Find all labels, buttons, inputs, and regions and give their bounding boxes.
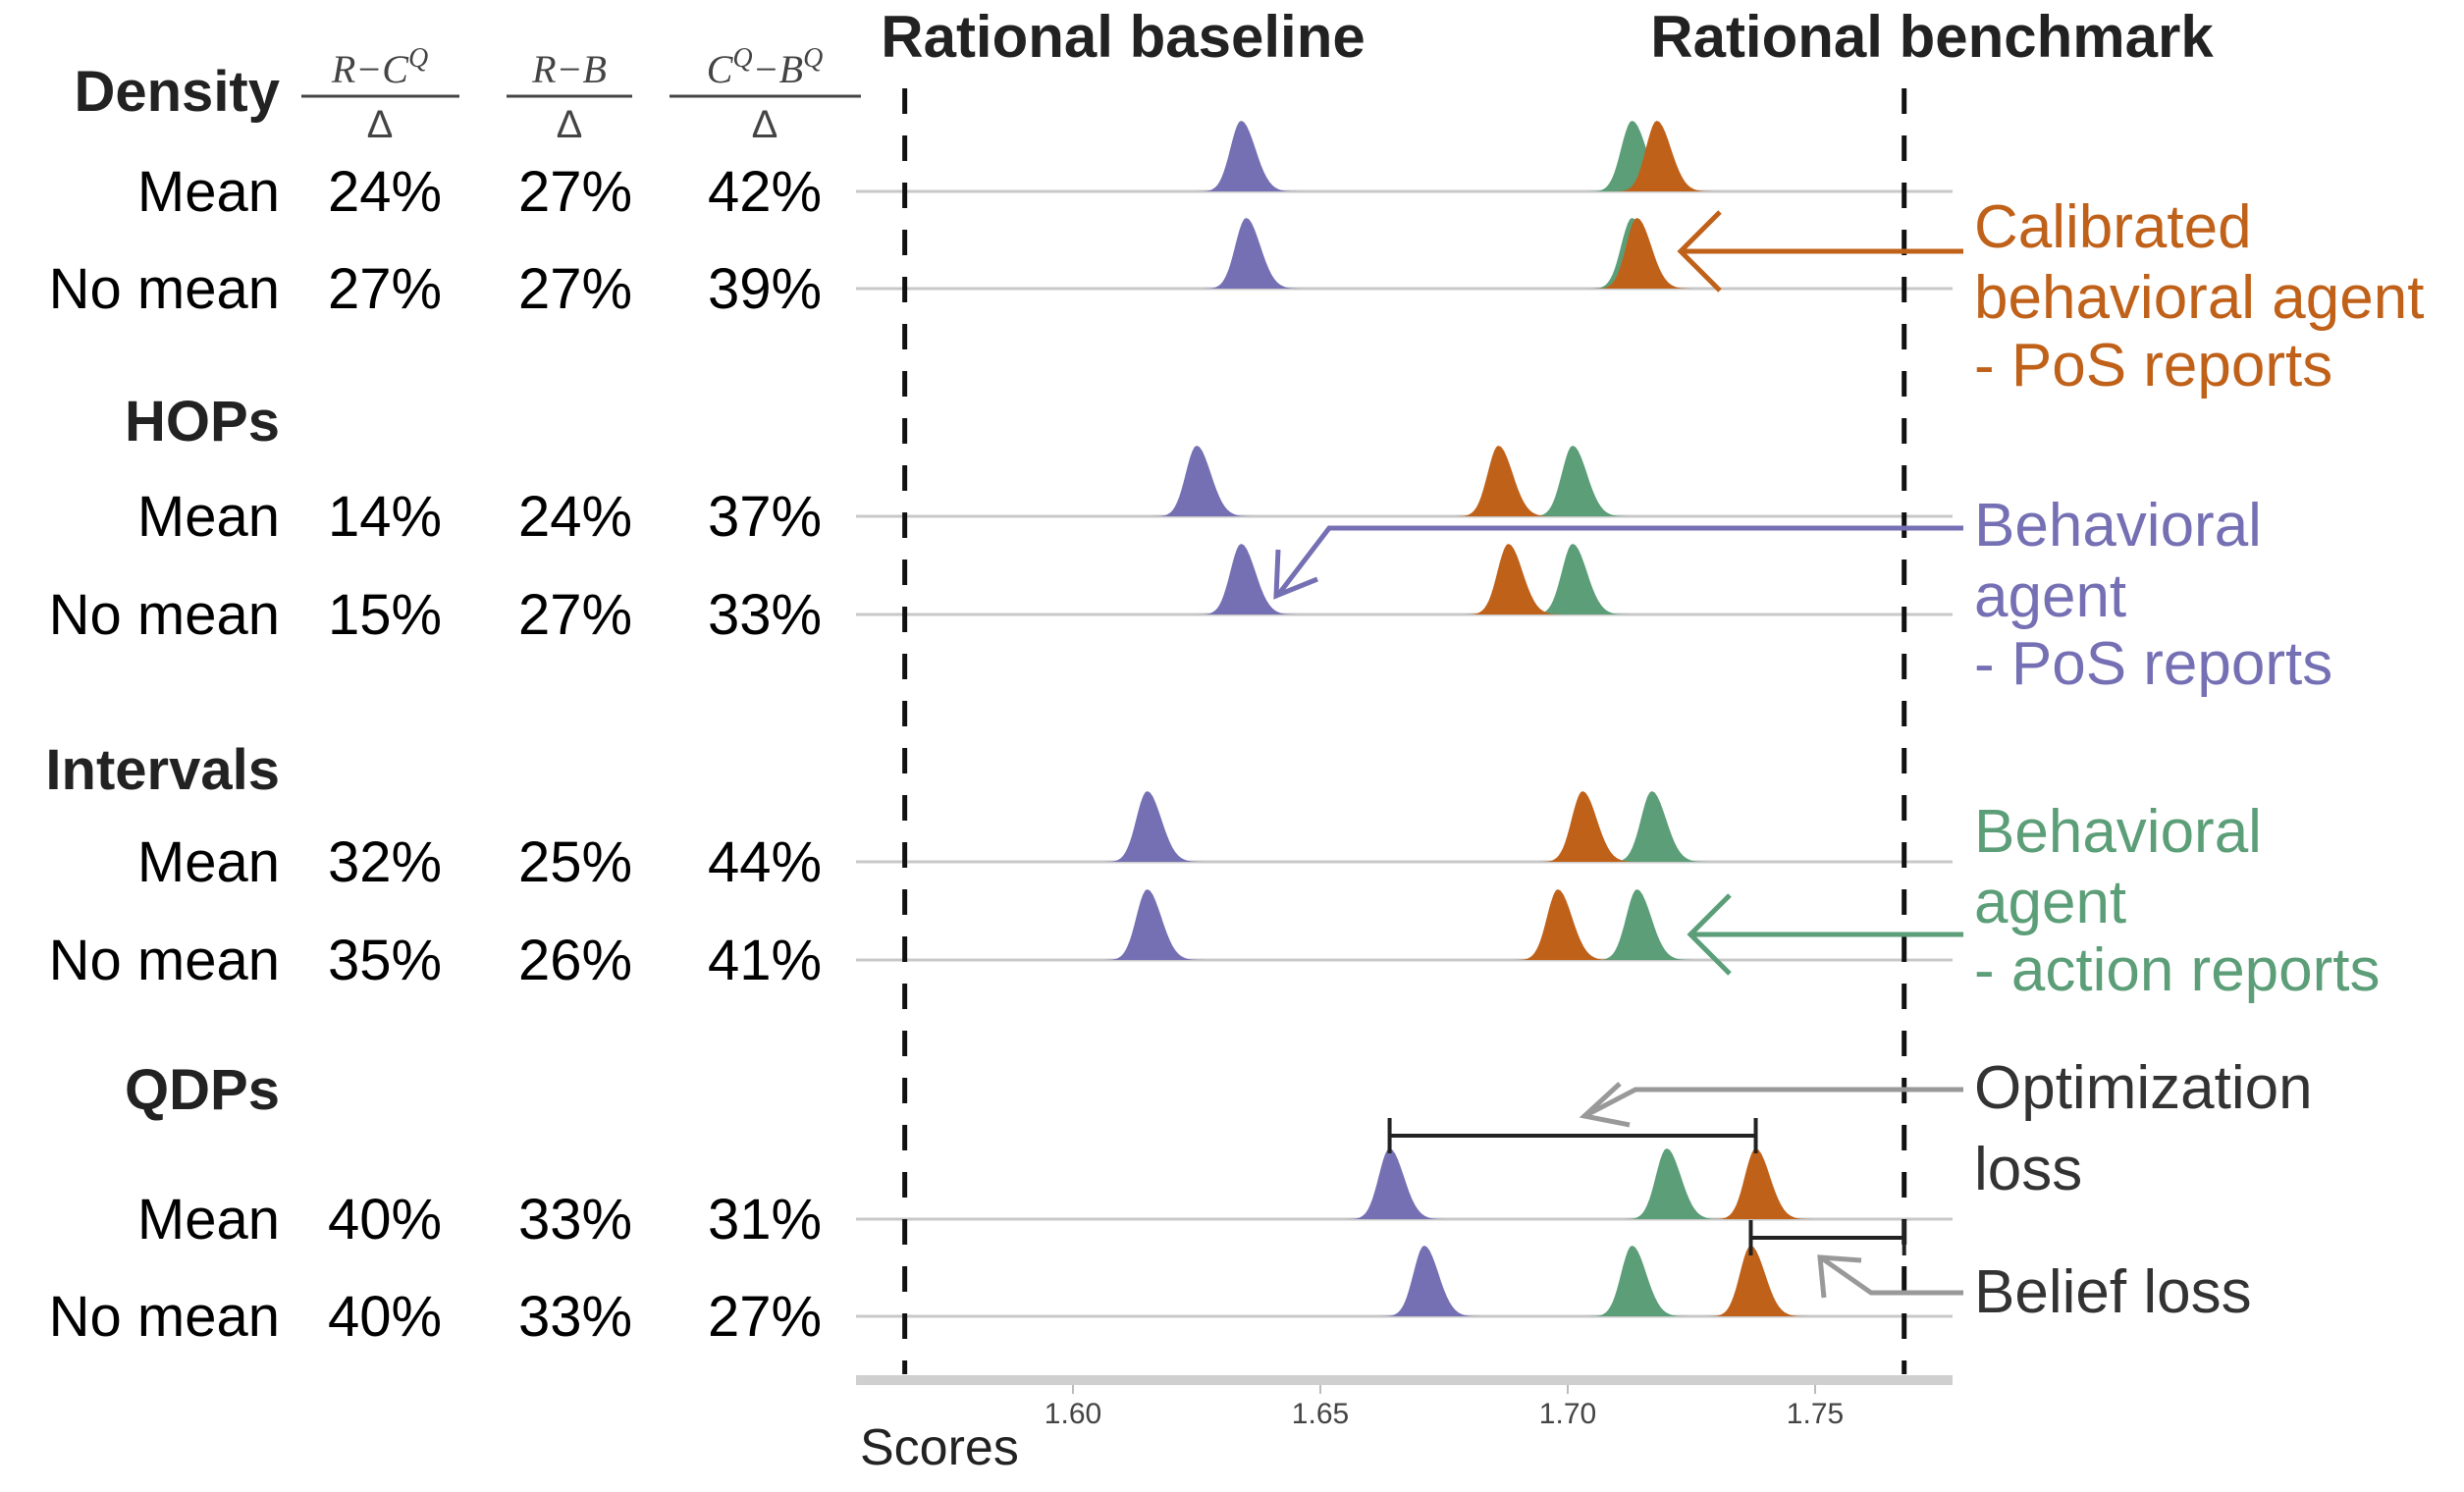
x-axis-label: Scores (860, 1419, 1019, 1476)
row-value: 37% (708, 485, 822, 549)
behavioral-pos-agent-label: Behavioral (1974, 492, 2262, 560)
column-header-3: CQ−BQ Δ (670, 43, 861, 146)
calibrated-arrow-head-icon (1677, 210, 1722, 293)
svg-text:R−B: R−B (531, 47, 607, 91)
density-behavioral-pos (1103, 889, 1205, 960)
row-value: 25% (518, 830, 632, 894)
column-header-1: R−CQ Δ (301, 43, 459, 146)
row-value: 14% (328, 485, 442, 549)
behavioral-action-agent-label: agent (1974, 869, 2126, 936)
belief-loss-bracket (1748, 1220, 1906, 1255)
optimization-loss-bracket (1387, 1118, 1758, 1153)
row-value: 27% (708, 1285, 822, 1349)
calibrated-agent-label: Calibrated (1974, 193, 2252, 261)
x-tick-label: 1.75 (1787, 1398, 1844, 1430)
row-value: 33% (518, 1188, 632, 1252)
x-tick-label: 1.65 (1292, 1398, 1349, 1430)
density-behavioral-action (1528, 544, 1630, 614)
belief-loss-arrow-head-icon (1817, 1254, 1862, 1299)
density-calibrated-pos (1707, 1246, 1808, 1316)
row-value: 44% (708, 830, 822, 894)
row-value: 27% (518, 583, 632, 647)
behavioral-pos-arrow-head-icon (1273, 549, 1318, 600)
behavioral-pos-agent-label: agent (1974, 562, 2126, 630)
row-label: No mean (49, 929, 280, 992)
density-behavioral-action (1528, 446, 1630, 516)
row-label: Mean (137, 1188, 280, 1252)
group-label: Intervals (45, 738, 280, 802)
density-calibrated-pos (1712, 1148, 1813, 1219)
behavioral-pos-arrow (1276, 525, 1963, 597)
svg-text:Δ: Δ (752, 103, 778, 146)
behavioral-pos-agent-label: - PoS reports (1974, 630, 2332, 698)
x-axis (856, 1375, 1953, 1385)
row-value: 40% (328, 1188, 442, 1252)
row-value: 26% (518, 929, 632, 992)
density-behavioral-pos (1380, 1246, 1481, 1316)
density-calibrated-pos (1593, 218, 1694, 289)
row-value: 33% (708, 583, 822, 647)
optimization-loss-label: Optimization (1974, 1054, 2313, 1122)
group-label: HOPs (125, 390, 280, 453)
behavioral-action-agent-label: - action reports (1974, 936, 2381, 1004)
row-value: 24% (518, 485, 632, 549)
svg-text:R−CQ: R−CQ (331, 43, 428, 91)
density-calibrated-pos (1613, 121, 1714, 191)
density-behavioral-pos (1203, 218, 1304, 289)
row-value: 33% (518, 1285, 632, 1349)
svg-text:CQ−BQ: CQ−BQ (707, 43, 824, 91)
group-label: QDPs (125, 1058, 280, 1122)
rational-baseline-label: Rational baseline (881, 4, 1365, 70)
row-value: 42% (708, 160, 822, 224)
row-label: Mean (137, 485, 280, 549)
row-label: Mean (137, 160, 280, 224)
group-label: Density (74, 60, 280, 124)
density-behavioral-action (1593, 889, 1694, 960)
belief-loss-label: Belief loss (1974, 1258, 2252, 1326)
row-label: No mean (49, 583, 280, 647)
row-value: 15% (328, 583, 442, 647)
density-behavioral-pos (1198, 121, 1299, 191)
row-value: 27% (518, 160, 632, 224)
optimization-loss-arrow (1584, 1087, 1963, 1118)
row-label: Mean (137, 830, 280, 894)
density-behavioral-action (1588, 1246, 1689, 1316)
row-value: 31% (708, 1188, 822, 1252)
behavioral-action-arrow-head-icon (1687, 893, 1732, 976)
row-value: 40% (328, 1285, 442, 1349)
calibrated-agent-label: - PoS reports (1974, 332, 2332, 400)
density-behavioral-pos (1103, 791, 1205, 862)
density-calibrated-pos (1514, 889, 1615, 960)
optimization-loss-arrow-head-icon (1579, 1082, 1631, 1128)
svg-text:Δ: Δ (367, 103, 394, 146)
behavioral-action-agent-label: Behavioral (1974, 798, 2262, 866)
row-value: 24% (328, 160, 442, 224)
row-value: 32% (328, 830, 442, 894)
row-value: 27% (518, 257, 632, 321)
density-behavioral-pos (1346, 1148, 1447, 1219)
x-tick-label: 1.60 (1045, 1398, 1101, 1430)
density-behavioral-action (1623, 1148, 1724, 1219)
row-label: No mean (49, 257, 280, 321)
density-behavioral-pos (1198, 544, 1299, 614)
x-tick-label: 1.70 (1539, 1398, 1596, 1430)
svg-text:Δ: Δ (557, 103, 583, 146)
density-calibrated-pos (1465, 544, 1566, 614)
row-value: 39% (708, 257, 822, 321)
belief-loss-arrow (1820, 1255, 1963, 1296)
calibrated-agent-label: behavioral agent (1974, 264, 2424, 332)
density-behavioral-action (1608, 791, 1709, 862)
row-value: 35% (328, 929, 442, 992)
column-header-2: R−B Δ (507, 47, 632, 146)
density-behavioral-action (1588, 121, 1689, 191)
rational-benchmark-label: Rational benchmark (1650, 4, 2214, 70)
density-behavioral-pos (1152, 446, 1254, 516)
row-value: 27% (328, 257, 442, 321)
density-calibrated-pos (1455, 446, 1556, 516)
density-calibrated-pos (1538, 791, 1639, 862)
row-label: No mean (49, 1285, 280, 1349)
optimization-loss-label: loss (1974, 1136, 2082, 1203)
row-value: 41% (708, 929, 822, 992)
